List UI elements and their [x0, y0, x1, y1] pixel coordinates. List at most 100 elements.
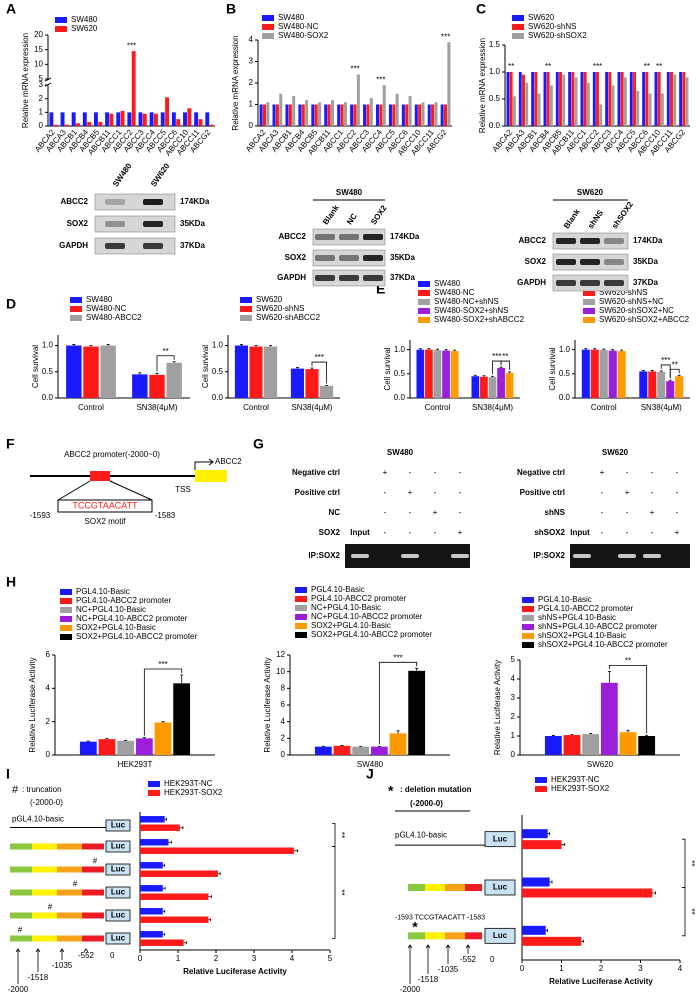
construct-segment [445, 932, 465, 940]
construct-range: (-2000-0) [410, 799, 443, 808]
chip-ip-label: IP:SOX2 [308, 551, 340, 560]
bar [679, 72, 683, 126]
blot-protein: GAPDH [277, 273, 306, 282]
x-tick-label: SN38(4μM) [472, 403, 513, 412]
bar [140, 939, 184, 946]
blot-band [339, 234, 359, 240]
error-bar [650, 370, 654, 372]
legend-label: NC+PGL4.10-ABCC2 promoter [311, 612, 423, 621]
x-tick-label: SN38(4μM) [641, 403, 682, 412]
x-tick-label: 2 [214, 954, 219, 963]
y-axis-label: Relative Luciferase Activity [263, 657, 272, 752]
legend-swatch [522, 633, 534, 639]
blot-band [556, 238, 576, 244]
significance-label: *** [315, 353, 324, 362]
legend-label: SW620-shABCC2 [256, 313, 321, 322]
blot-protein: ABCC2 [518, 236, 546, 245]
luc-box [484, 927, 516, 944]
blot-band [363, 275, 383, 281]
bar [642, 72, 646, 126]
legend-swatch [418, 281, 430, 287]
legend-swatch [583, 317, 595, 323]
bar [176, 119, 181, 126]
y-tick-label: 3 [511, 693, 516, 702]
bar [140, 916, 209, 923]
y-tick-label: 1 [511, 731, 516, 740]
construct-segment [10, 935, 32, 942]
bar [418, 104, 422, 126]
chip-sign: - [459, 468, 462, 477]
bar [619, 732, 637, 755]
bar [305, 100, 309, 126]
tss-arrow-head [208, 458, 214, 466]
chip-sign: - [459, 508, 462, 517]
error-bar [444, 349, 448, 351]
error-bar [453, 349, 457, 352]
x-tick-label: 0 [520, 964, 525, 973]
construct-segment [32, 935, 57, 942]
bar [623, 77, 627, 126]
legend-label: SOX2+PGL4.10-Basic [76, 623, 156, 632]
bar [522, 925, 546, 935]
error-bar [105, 738, 109, 740]
marker-key: # [12, 784, 19, 796]
error-bar [607, 671, 611, 683]
bar [488, 377, 497, 398]
significance-label: ** [502, 352, 508, 361]
error-bar [172, 361, 176, 363]
position-label: -1035 [438, 965, 459, 974]
bar [471, 376, 480, 398]
bar [66, 345, 82, 398]
construct-segment [465, 932, 482, 940]
luc-label: Luc [111, 865, 126, 874]
construct-segment [82, 889, 104, 896]
blot-band [363, 234, 383, 240]
bar [64, 124, 69, 126]
error-bar [310, 367, 314, 370]
error-bar [593, 348, 597, 350]
blot-band [143, 243, 163, 249]
legend-swatch [60, 625, 72, 631]
position-arrow [59, 948, 65, 960]
y-tick-label: 4 [46, 683, 51, 692]
deletion-mark: * [412, 919, 418, 935]
legend-label: SW620-shNS [528, 22, 576, 31]
bar [127, 112, 132, 126]
blot-band [580, 259, 600, 265]
position-label: -552 [78, 951, 95, 960]
motif-box [90, 471, 110, 481]
significance-label: ** [687, 860, 696, 866]
error-bar [436, 348, 439, 351]
error-bar [491, 375, 494, 378]
bar [395, 93, 399, 126]
chip-row-label: NC [328, 508, 340, 517]
bar [262, 104, 266, 126]
y-axis-label: Relative mRNA expression [478, 38, 487, 133]
position-arrow [83, 948, 89, 953]
bar [337, 104, 341, 126]
y-tick-label: 1.0 [394, 345, 406, 354]
error-bar [180, 674, 184, 684]
bar [673, 74, 677, 126]
bar [140, 893, 209, 900]
error-bar [254, 345, 258, 347]
bar [580, 72, 584, 126]
motif-zoom [57, 480, 153, 501]
blot-band [105, 221, 125, 227]
legend-label: PGL4.10-Basic [311, 585, 365, 594]
error-bar [269, 345, 273, 347]
bar [638, 736, 656, 755]
y-tick-label: 8 [281, 683, 286, 692]
error-bar [162, 863, 166, 867]
construct-segment [82, 912, 104, 919]
gene-box [195, 470, 227, 482]
blot-band [315, 255, 335, 261]
position-arrow [465, 944, 471, 954]
luc-label: Luc [111, 934, 126, 943]
legend-label: PGL4.10-Basic [76, 587, 130, 596]
position-label: -552 [460, 955, 477, 964]
bar [343, 102, 347, 126]
legend-label: SW620-shNS [599, 288, 647, 297]
chip-header: SW620 [602, 448, 629, 457]
blot-band [143, 221, 163, 227]
